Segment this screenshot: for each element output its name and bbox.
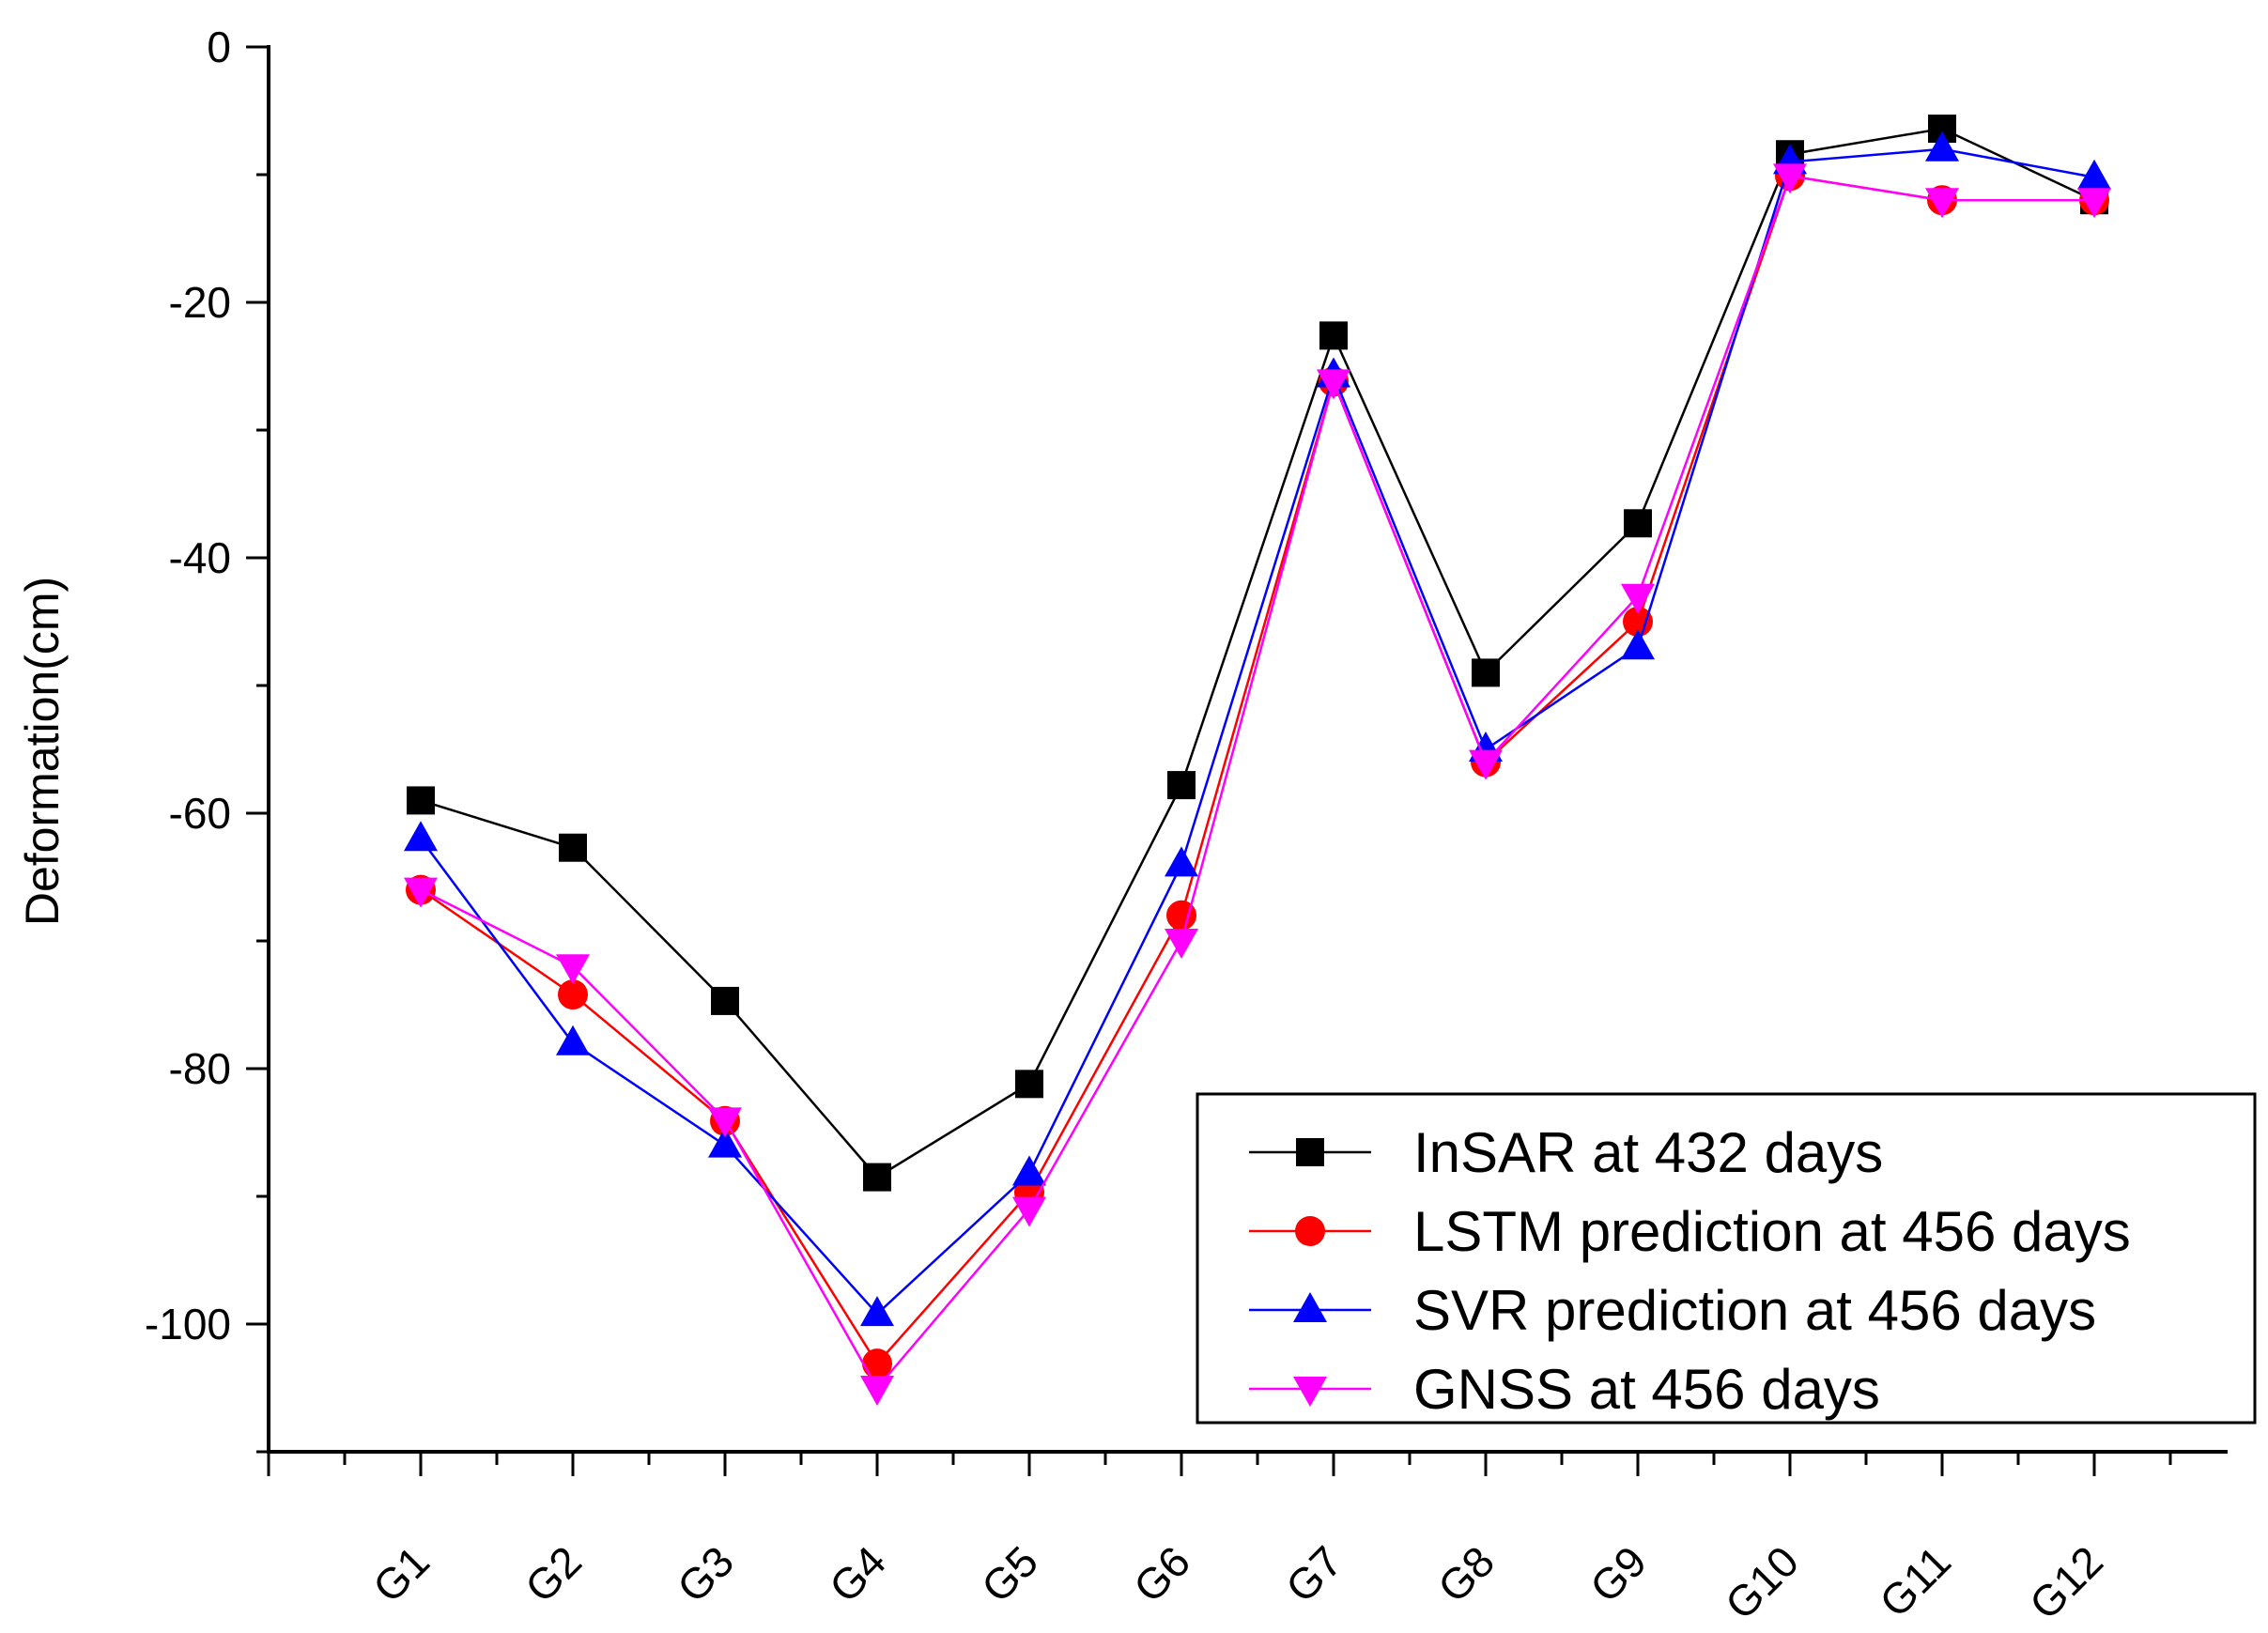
x-tick-label: G4 xyxy=(820,1536,895,1611)
series-line xyxy=(420,127,2095,1179)
legend-marker xyxy=(1295,1216,1325,1246)
data-point xyxy=(2077,159,2111,190)
data-point xyxy=(2077,188,2111,219)
series-line xyxy=(420,174,2094,1391)
data-point xyxy=(558,979,588,1010)
x-tick-label: G6 xyxy=(1124,1536,1199,1611)
data-point xyxy=(1012,1155,1046,1186)
data-point xyxy=(1624,509,1652,538)
x-tick-label: G9 xyxy=(1581,1536,1656,1611)
data-point xyxy=(407,786,435,815)
x-tick-label: G11 xyxy=(1870,1536,1960,1626)
data-point xyxy=(711,986,739,1015)
data-point xyxy=(1925,188,1959,219)
y-tick-label: -40 xyxy=(169,533,231,582)
data-point xyxy=(404,821,438,852)
legend-label: GNSS at 456 days xyxy=(1413,1358,1880,1421)
x-tick-label: G7 xyxy=(1276,1536,1351,1611)
data-point xyxy=(1165,929,1198,959)
y-tick-label: -60 xyxy=(169,789,231,838)
data-point xyxy=(1925,131,1959,162)
legend-marker xyxy=(1293,1292,1327,1322)
data-point xyxy=(863,1163,891,1192)
legend-label: SVR prediction at 456 days xyxy=(1413,1279,2096,1342)
series-4 xyxy=(404,163,2111,1406)
series-layer xyxy=(404,115,2111,1406)
y-tick-label: -80 xyxy=(169,1044,231,1093)
data-point xyxy=(556,1024,590,1055)
x-tick-label: G5 xyxy=(972,1536,1047,1611)
x-tick-label: G10 xyxy=(1716,1536,1808,1628)
series-line xyxy=(419,147,2095,1316)
legend-marker xyxy=(1296,1138,1324,1166)
data-point xyxy=(1621,583,1655,614)
x-tick-label: G3 xyxy=(668,1536,743,1611)
data-point xyxy=(1012,1196,1046,1227)
data-point xyxy=(708,1107,742,1138)
legend-marker xyxy=(1293,1377,1327,1407)
x-tick-label: G8 xyxy=(1428,1536,1504,1611)
x-tick-label: G2 xyxy=(516,1536,591,1611)
legend-box xyxy=(1196,1092,2257,1425)
data-point xyxy=(860,1376,894,1406)
data-point xyxy=(862,1348,892,1379)
data-point xyxy=(1469,749,1503,780)
data-point xyxy=(860,1296,894,1327)
y-tick-label: 0 xyxy=(207,23,231,71)
data-point xyxy=(559,833,587,862)
data-point xyxy=(1773,163,1807,194)
y-axis-title: Deformation(cm) xyxy=(16,577,69,926)
data-point xyxy=(556,954,590,985)
x-tick-label: G1 xyxy=(363,1536,439,1611)
data-point xyxy=(708,1127,742,1158)
data-point xyxy=(1317,369,1350,400)
data-point xyxy=(404,877,438,908)
data-point xyxy=(1015,1070,1043,1099)
legend-label: InSAR at 432 days xyxy=(1413,1121,1883,1184)
y-tick-label: -100 xyxy=(145,1300,231,1348)
data-point xyxy=(1165,846,1198,877)
series-1 xyxy=(407,115,2108,1192)
legend-label: LSTM prediction at 456 days xyxy=(1413,1200,2131,1263)
data-point xyxy=(1167,771,1196,800)
legend: InSAR at 432 days LSTM prediction at 456 … xyxy=(1196,1092,2257,1425)
data-point xyxy=(1319,321,1348,350)
x-tick-label: G12 xyxy=(2020,1536,2112,1628)
y-tick-label: -20 xyxy=(169,278,231,327)
data-point xyxy=(1621,629,1655,660)
data-point xyxy=(1623,607,1653,637)
data-point xyxy=(1472,658,1500,687)
data-point xyxy=(1166,900,1196,931)
